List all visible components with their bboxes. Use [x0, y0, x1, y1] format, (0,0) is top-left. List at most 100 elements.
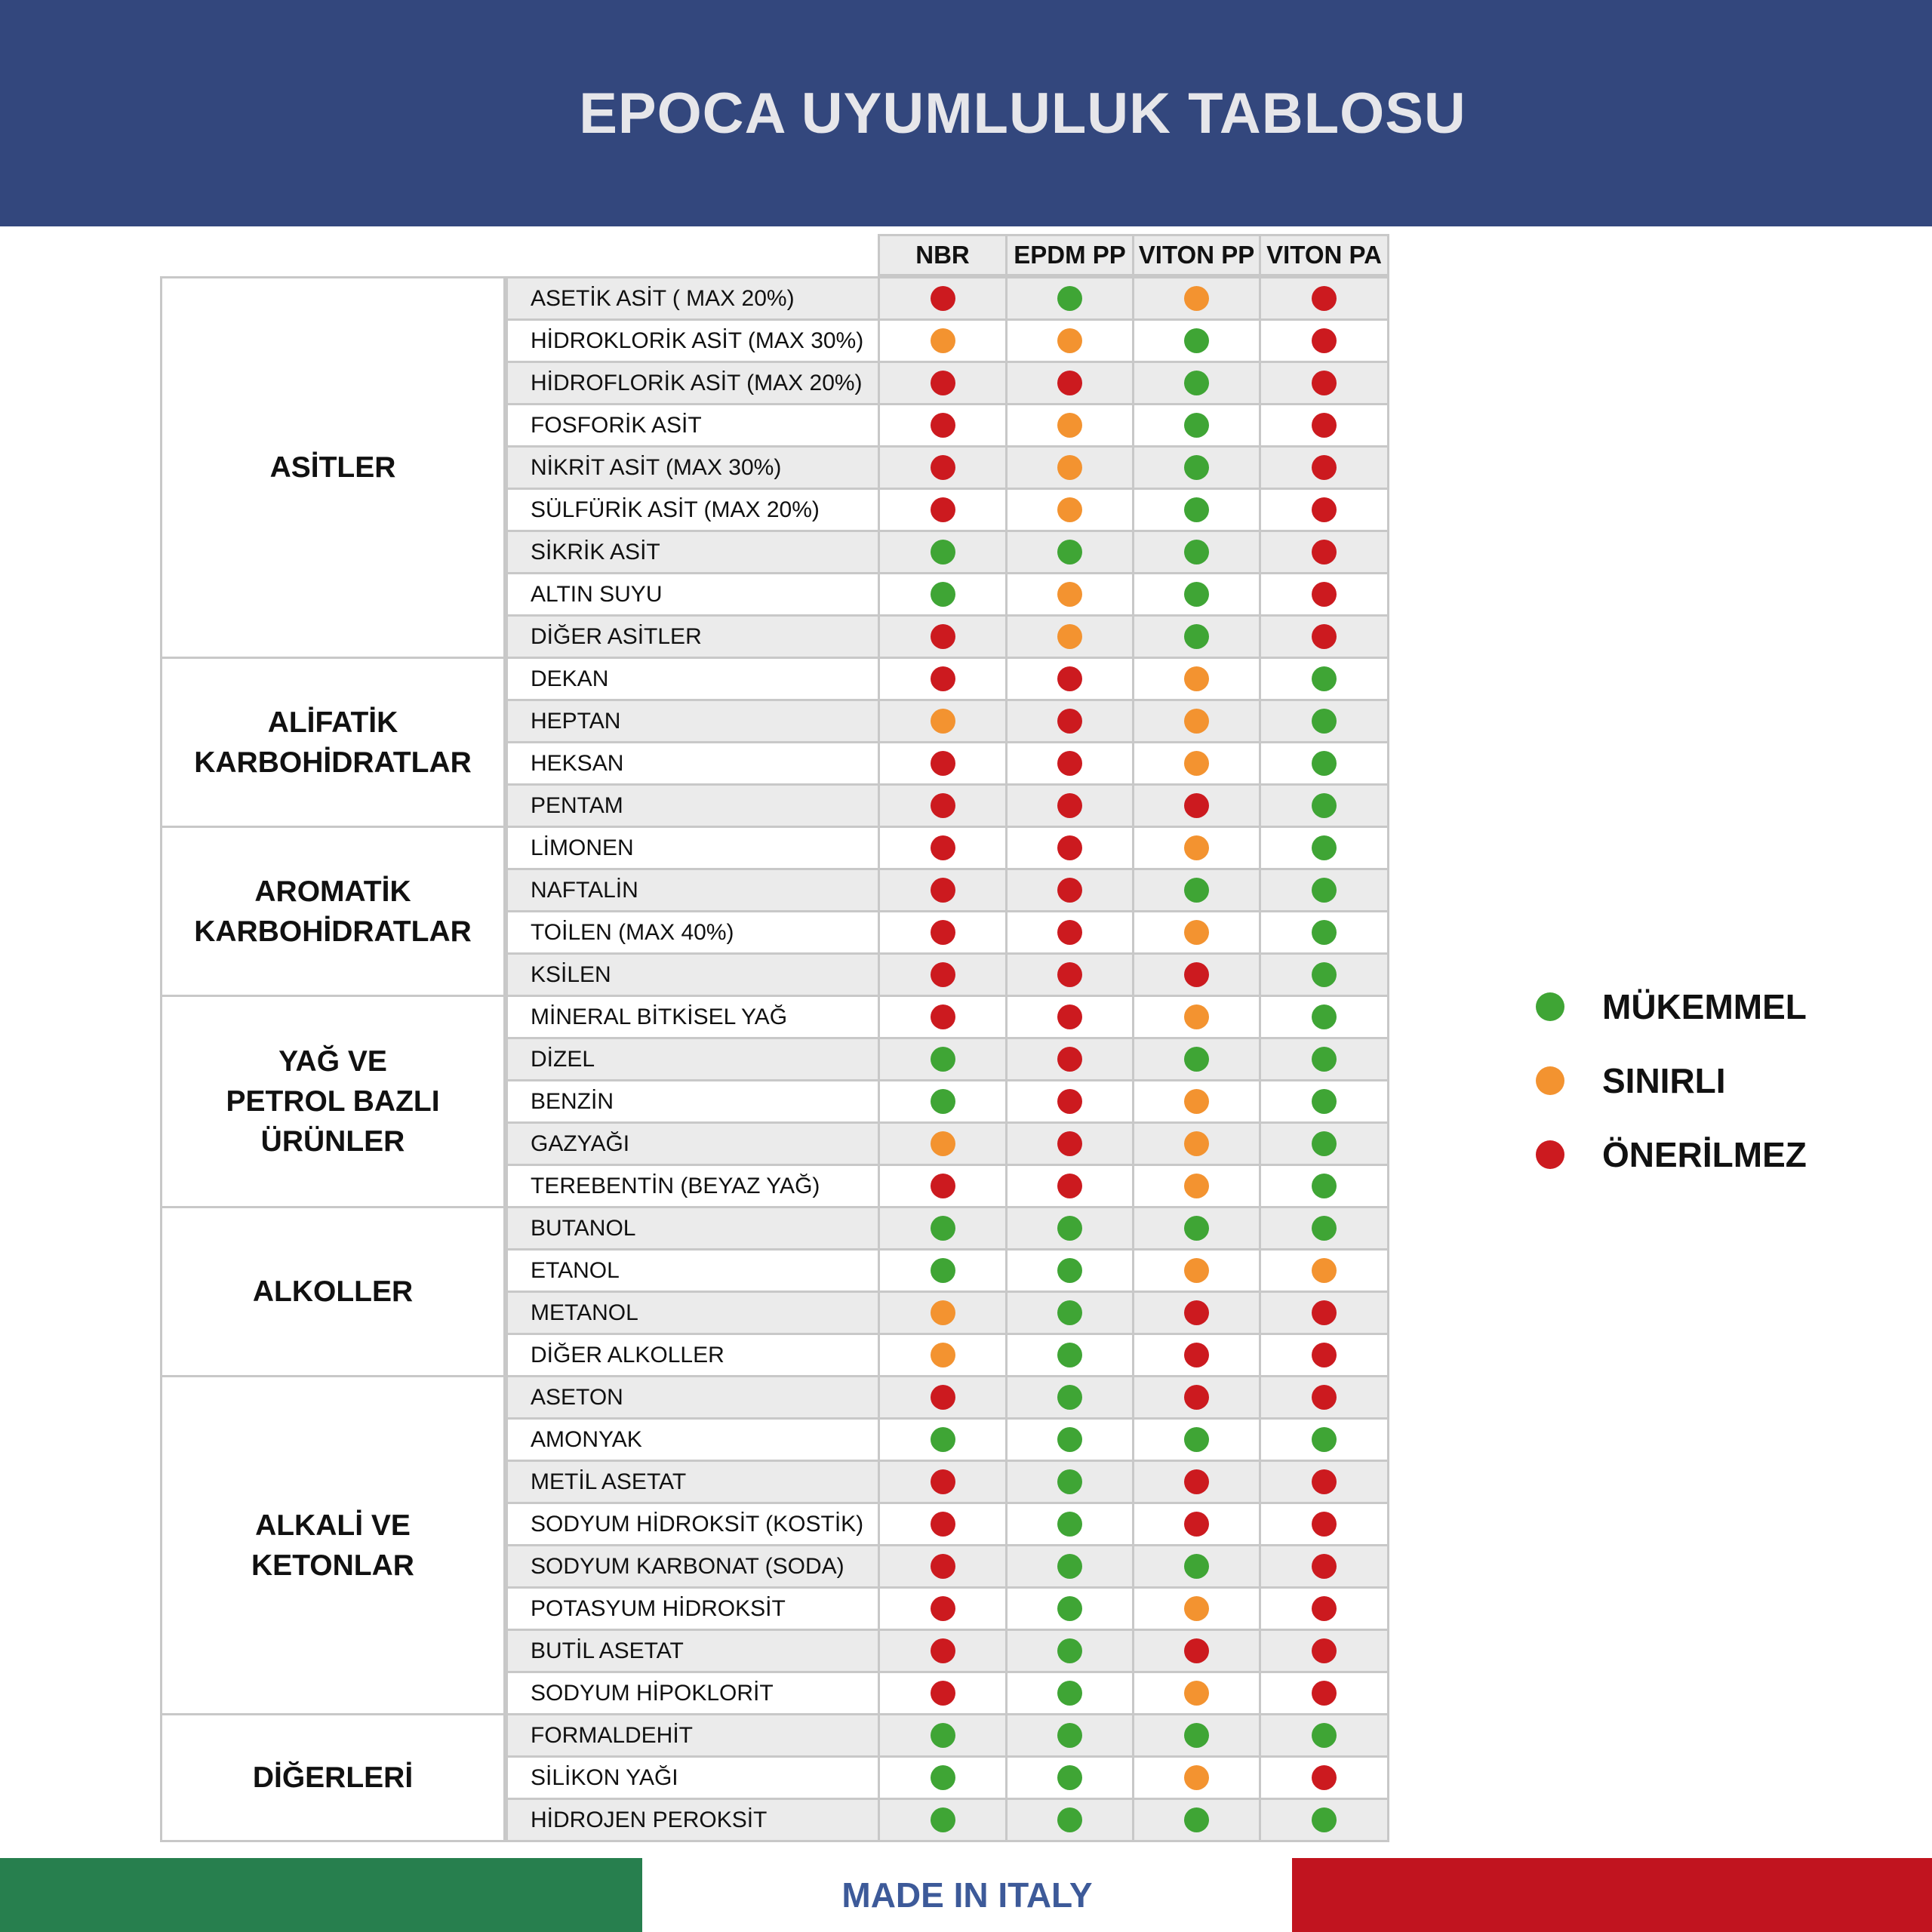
rating-cell	[878, 1417, 1008, 1462]
chemical-name-cell: ALTIN SUYU	[506, 572, 880, 617]
rating-dot-R	[930, 793, 955, 818]
chemical-name-cell: SİLİKON YAĞI	[506, 1755, 880, 1800]
rating-cell	[1259, 488, 1389, 532]
rating-cell	[1259, 1671, 1389, 1715]
rating-cell	[878, 1460, 1008, 1504]
rating-dot-O	[1057, 582, 1082, 607]
rating-cell	[1259, 361, 1389, 405]
rating-dot-O	[1184, 1258, 1209, 1283]
category-cell: AROMATİK KARBOHİDRATLAR	[160, 826, 506, 997]
rating-cell	[1132, 572, 1261, 617]
rating-dot-G	[1312, 751, 1337, 776]
chemical-name-cell: ETANOL	[506, 1248, 880, 1293]
rating-cell	[1259, 783, 1389, 828]
rating-cell	[1005, 1502, 1134, 1546]
rating-cell	[1259, 699, 1389, 743]
legend: MÜKEMMEL SINIRLI ÖNERİLMEZ	[1536, 970, 1807, 1192]
chemical-name-cell: DİĞER ALKOLLER	[506, 1333, 880, 1377]
rating-dot-R	[930, 371, 955, 395]
rating-cell	[1005, 276, 1134, 321]
rating-cell	[1005, 1248, 1134, 1293]
rating-dot-R	[1184, 1300, 1209, 1325]
rating-dot-R	[1312, 1385, 1337, 1410]
rating-cell	[1132, 1671, 1261, 1715]
rating-dot-G	[1057, 1427, 1082, 1452]
rating-cell	[1132, 952, 1261, 997]
flag-green-stripe	[0, 1858, 642, 1932]
rating-dot-O	[1184, 1174, 1209, 1198]
rating-dot-G	[1184, 413, 1209, 438]
rating-cell	[1259, 572, 1389, 617]
rating-cell	[1259, 318, 1389, 363]
chemical-name-cell: SODYUM HİDROKSİT (KOSTİK)	[506, 1502, 880, 1546]
chemical-name-cell: GAZYAĞI	[506, 1121, 880, 1166]
rating-dot-R	[1312, 1681, 1337, 1706]
rating-cell	[1005, 783, 1134, 828]
rating-cell	[1005, 1333, 1134, 1377]
rating-dot-O	[930, 1343, 955, 1367]
rating-dot-G	[1057, 1343, 1082, 1367]
rating-dot-R	[1312, 1469, 1337, 1494]
rating-dot-G	[1312, 709, 1337, 734]
rating-cell	[1259, 657, 1389, 701]
rating-dot-R	[930, 1638, 955, 1663]
rating-cell	[1132, 614, 1261, 659]
rating-cell	[878, 530, 1008, 574]
rating-cell	[1259, 910, 1389, 955]
rating-cell	[1132, 1206, 1261, 1251]
rating-cell	[878, 1164, 1008, 1208]
rating-cell	[1259, 1164, 1389, 1208]
rating-dot-O	[1184, 920, 1209, 945]
chemical-name-cell: DİZEL	[506, 1037, 880, 1081]
column-header-viton-pp: VITON PP	[1132, 234, 1261, 276]
rating-dot-R	[930, 286, 955, 311]
chemical-name-cell: BUTANOL	[506, 1206, 880, 1251]
rating-cell	[1132, 1629, 1261, 1673]
rating-dot-G	[1057, 1681, 1082, 1706]
rating-cell	[1259, 952, 1389, 997]
rating-cell	[1132, 1164, 1261, 1208]
rating-cell	[1259, 1586, 1389, 1631]
rating-cell	[1132, 657, 1261, 701]
rating-cell	[1259, 1333, 1389, 1377]
rating-cell	[1259, 614, 1389, 659]
rating-cell	[1259, 1417, 1389, 1462]
chemical-name-cell: POTASYUM HİDROKSİT	[506, 1586, 880, 1631]
rating-dot-R	[930, 878, 955, 903]
rating-cell	[1005, 572, 1134, 617]
rating-dot-R	[1184, 1638, 1209, 1663]
rating-dot-R	[1057, 835, 1082, 860]
rating-dot-G	[1312, 835, 1337, 860]
rating-dot-R	[1057, 751, 1082, 776]
rating-cell	[878, 1671, 1008, 1715]
rating-dot-R	[930, 751, 955, 776]
rating-dot-O	[1184, 1765, 1209, 1790]
rating-cell	[1132, 1586, 1261, 1631]
rating-cell	[878, 1502, 1008, 1546]
rating-dot-G	[930, 540, 955, 565]
rating-dot-G	[930, 1427, 955, 1452]
rating-dot-G	[930, 1089, 955, 1114]
rating-cell	[1132, 361, 1261, 405]
rating-cell	[1259, 1121, 1389, 1166]
rating-cell	[1005, 657, 1134, 701]
rating-cell	[1259, 826, 1389, 870]
rating-dot-R	[1057, 371, 1082, 395]
chemical-name-cell: AMONYAK	[506, 1417, 880, 1462]
rating-dot-G	[1057, 1596, 1082, 1621]
rating-dot-R	[1057, 793, 1082, 818]
rating-dot-R	[1312, 1554, 1337, 1579]
rating-dot-R	[930, 1385, 955, 1410]
rating-cell	[1005, 1037, 1134, 1081]
chemical-name-cell: DİĞER ASİTLER	[506, 614, 880, 659]
rating-dot-R	[930, 497, 955, 522]
rating-dot-R	[930, 666, 955, 691]
rating-cell	[1132, 403, 1261, 448]
column-header-nbr: NBR	[878, 234, 1008, 276]
rating-dot-R	[1057, 962, 1082, 987]
chemical-name-cell: SÜLFÜRİK ASİT (MAX 20%)	[506, 488, 880, 532]
rating-cell	[1132, 741, 1261, 786]
chemical-name-cell: ASETON	[506, 1375, 880, 1420]
rating-cell	[878, 657, 1008, 701]
rating-dot-O	[1184, 1596, 1209, 1621]
